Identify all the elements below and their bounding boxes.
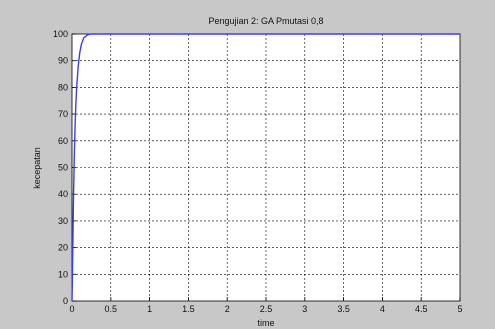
series-line — [71, 33, 460, 302]
y-axis-ticks: 0 10 20 30 40 50 60 70 80 90 100 — [53, 29, 76, 306]
x-tick-label: 4 — [380, 304, 385, 314]
x-tick-label: 4.5 — [415, 304, 428, 314]
y-axis-label: kecepatan — [32, 147, 42, 189]
x-tick-label: 0 — [69, 304, 74, 314]
y-tick-label: 20 — [58, 243, 68, 253]
x-tick-label: 0.5 — [105, 304, 118, 314]
y-tick-label: 70 — [58, 109, 68, 119]
x-axis-label: time — [257, 318, 274, 328]
chart-title: Pengujian 2: GA Pmutasi 0,8 — [208, 16, 323, 26]
y-tick-label: 10 — [58, 269, 68, 279]
y-tick-label: 60 — [58, 136, 68, 146]
x-axis-ticks: 0 0.5 1 1.5 2 2.5 3 3.5 4 4.5 5 — [69, 297, 463, 314]
y-tick-label: 40 — [58, 189, 68, 199]
x-tick-label: 2.5 — [260, 304, 273, 314]
x-tick-label: 2 — [225, 304, 230, 314]
x-tick-label: 3.5 — [337, 304, 350, 314]
y-tick-label: 50 — [58, 163, 68, 173]
x-tick-label: 1 — [147, 304, 152, 314]
y-tick-label: 30 — [58, 216, 68, 226]
x-tick-label: 5 — [457, 304, 462, 314]
y-tick-label: 0 — [63, 296, 68, 306]
x-tick-label: 3 — [302, 304, 307, 314]
y-tick-label: 90 — [58, 56, 68, 66]
y-tick-label: 80 — [58, 82, 68, 92]
y-tick-label: 100 — [53, 29, 68, 39]
x-tick-label: 1.5 — [182, 304, 195, 314]
grid-lines — [72, 34, 460, 301]
